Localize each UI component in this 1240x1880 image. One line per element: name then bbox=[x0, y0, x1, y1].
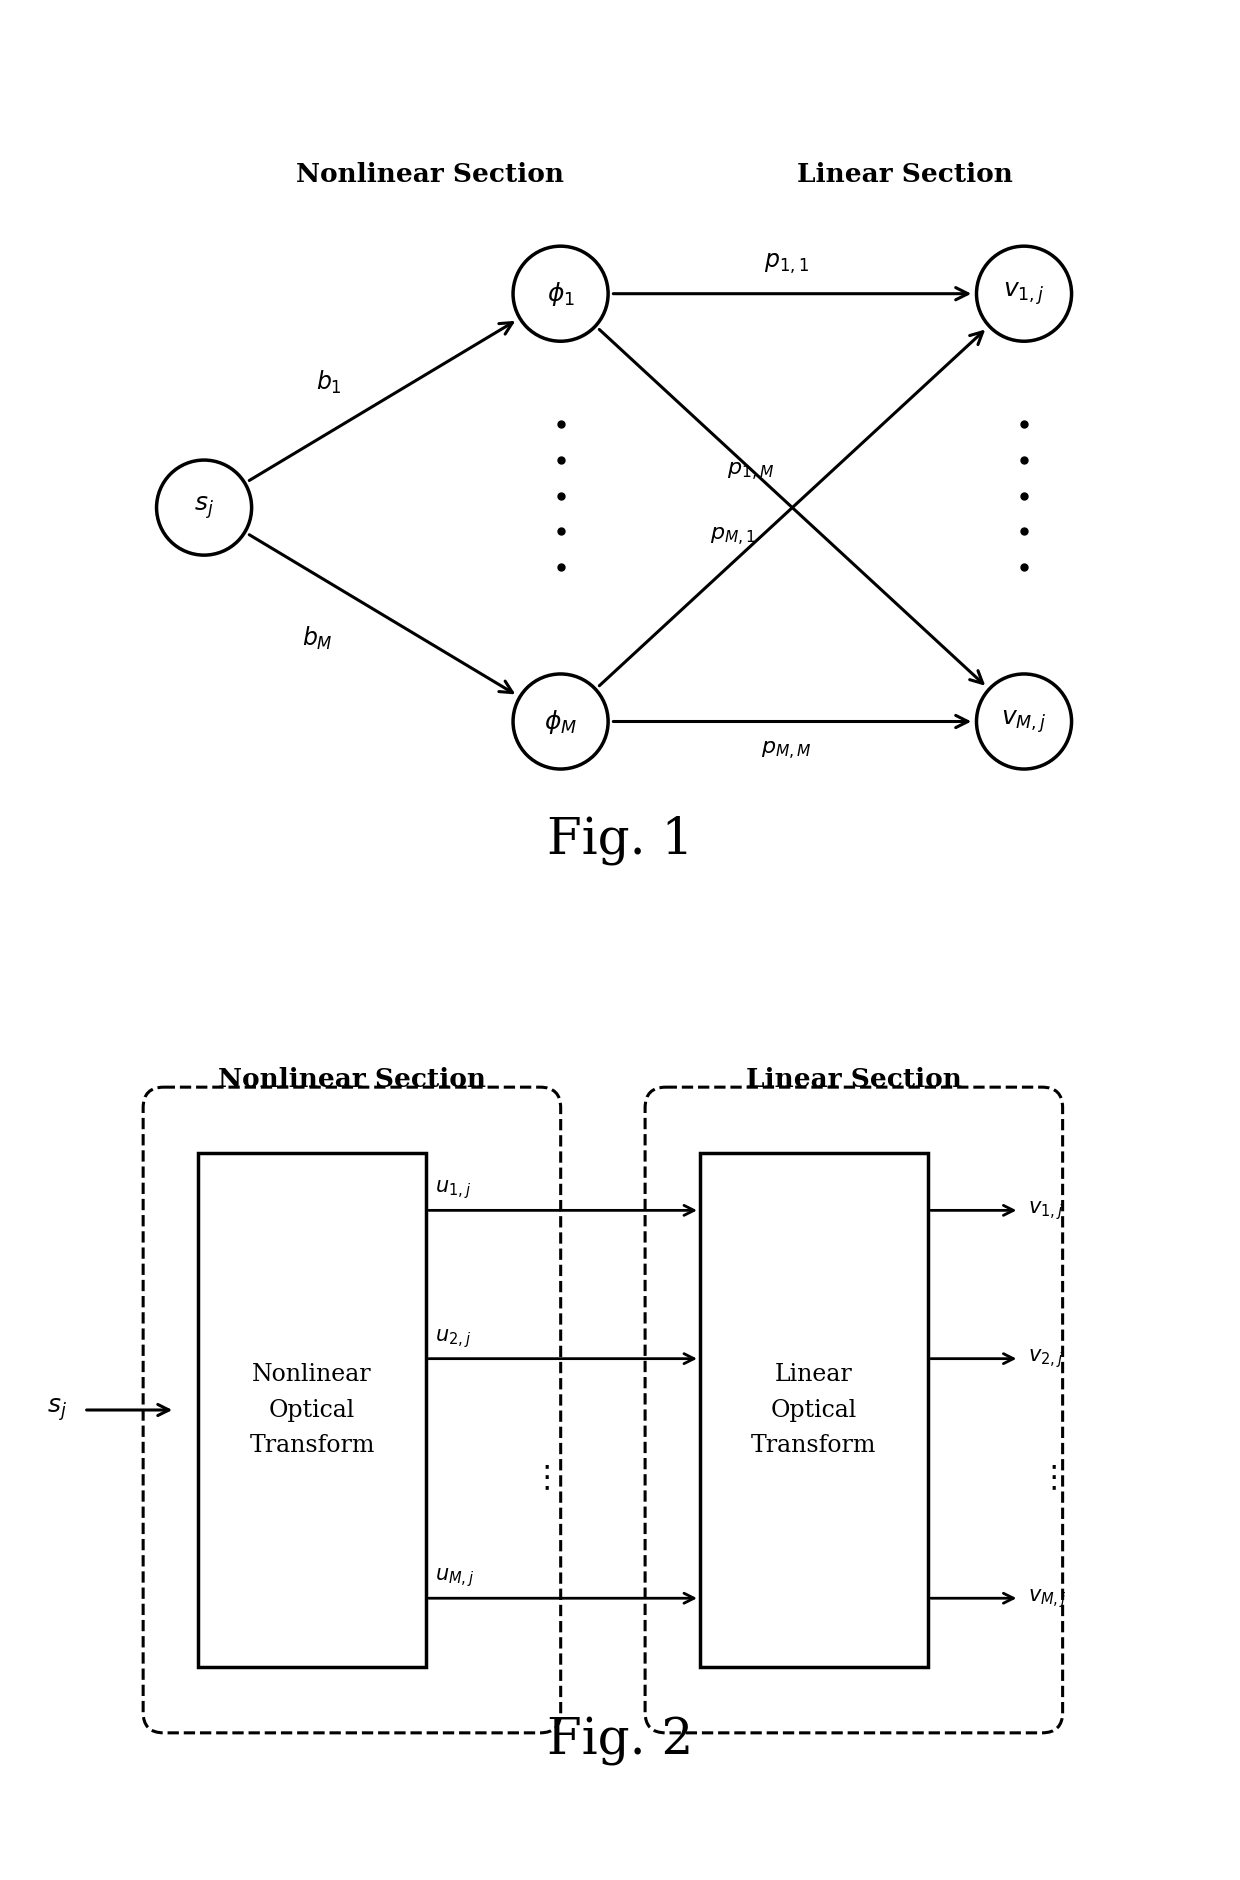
Circle shape bbox=[513, 673, 608, 769]
Circle shape bbox=[513, 246, 608, 342]
Text: Linear Section: Linear Section bbox=[797, 162, 1013, 188]
Text: Linear
Optical
Transform: Linear Optical Transform bbox=[751, 1363, 877, 1457]
Circle shape bbox=[977, 246, 1071, 342]
Text: Nonlinear
Optical
Transform: Nonlinear Optical Transform bbox=[249, 1363, 374, 1457]
Text: $v_{M,j}$: $v_{M,j}$ bbox=[1001, 709, 1047, 735]
Text: $\phi_M$: $\phi_M$ bbox=[544, 707, 577, 735]
Text: $p_{1,M}$: $p_{1,M}$ bbox=[727, 461, 774, 483]
Text: $\boldsymbol{b_M}$: $\boldsymbol{b_M}$ bbox=[301, 624, 332, 652]
Text: $v_{1,j}$: $v_{1,j}$ bbox=[1028, 1199, 1064, 1222]
Text: $\vdots$: $\vdots$ bbox=[531, 1465, 549, 1493]
Text: Fig. 1: Fig. 1 bbox=[547, 816, 693, 865]
Text: $v_{M,j}$: $v_{M,j}$ bbox=[1028, 1587, 1066, 1609]
Text: Nonlinear Section: Nonlinear Section bbox=[218, 1066, 486, 1092]
Text: $s_j$: $s_j$ bbox=[195, 494, 215, 521]
Text: Nonlinear Section: Nonlinear Section bbox=[296, 162, 564, 188]
Text: $\vdots$: $\vdots$ bbox=[1038, 1465, 1058, 1493]
Text: $s_j$: $s_j$ bbox=[47, 1397, 67, 1423]
Circle shape bbox=[977, 673, 1071, 769]
Text: $u_{1,j}$: $u_{1,j}$ bbox=[435, 1179, 471, 1201]
Circle shape bbox=[156, 461, 252, 555]
Text: $u_{M,j}$: $u_{M,j}$ bbox=[435, 1566, 475, 1589]
Text: $p_{M,1}$: $p_{M,1}$ bbox=[709, 526, 756, 549]
Text: $\boldsymbol{p_{1,1}}$: $\boldsymbol{p_{1,1}}$ bbox=[764, 252, 808, 276]
Text: Linear Section: Linear Section bbox=[746, 1066, 962, 1092]
Text: $\phi_1$: $\phi_1$ bbox=[547, 280, 574, 308]
Text: Fig. 2: Fig. 2 bbox=[547, 1716, 693, 1765]
Text: $\boldsymbol{b_1}$: $\boldsymbol{b_1}$ bbox=[316, 368, 342, 397]
FancyBboxPatch shape bbox=[198, 1152, 427, 1668]
Text: $u_{2,j}$: $u_{2,j}$ bbox=[435, 1327, 471, 1350]
FancyBboxPatch shape bbox=[699, 1152, 928, 1668]
Text: $v_{1,j}$: $v_{1,j}$ bbox=[1003, 280, 1045, 306]
Text: $p_{M,M}$: $p_{M,M}$ bbox=[761, 741, 812, 761]
Text: $v_{2,j}$: $v_{2,j}$ bbox=[1028, 1348, 1064, 1371]
